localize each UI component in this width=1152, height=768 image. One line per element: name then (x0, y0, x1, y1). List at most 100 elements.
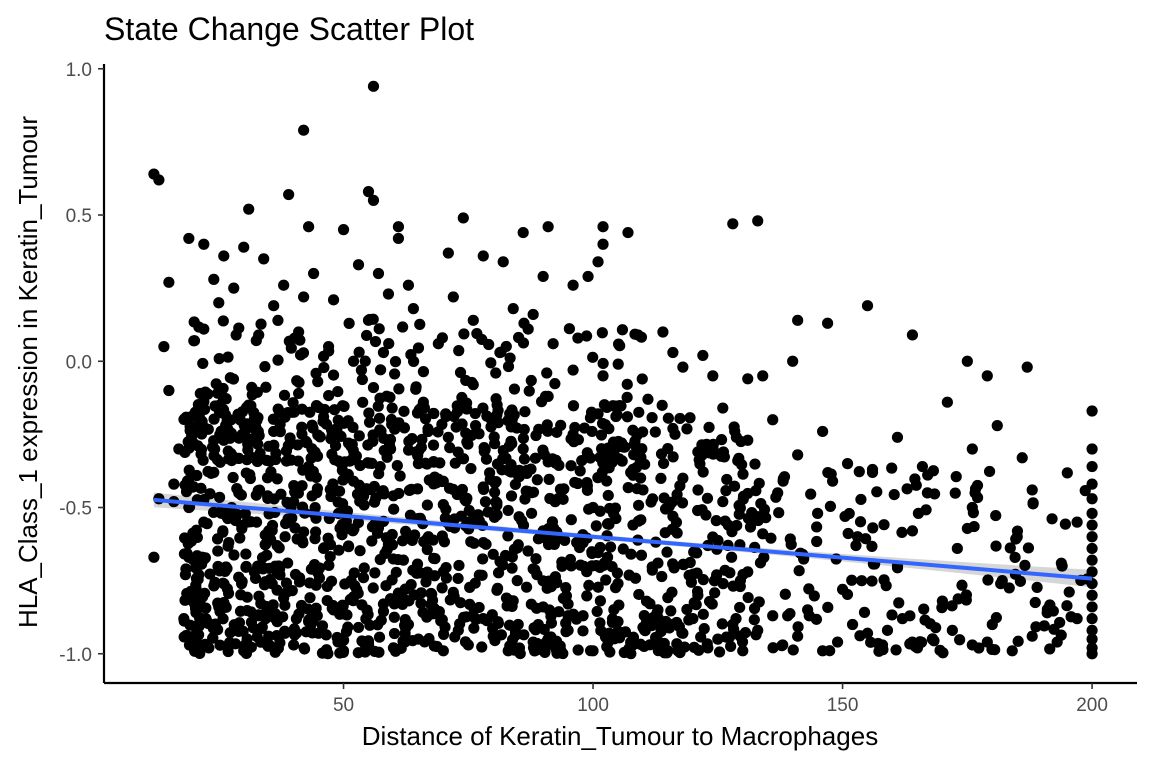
data-point (1046, 513, 1058, 525)
data-point (353, 430, 365, 442)
data-point (541, 367, 553, 379)
data-point (311, 610, 323, 622)
data-point (517, 443, 529, 455)
data-point (1016, 452, 1028, 464)
data-point (251, 455, 263, 468)
data-point (543, 473, 555, 485)
y-axis-ticks: -1.0 -0.5 0.0 0.5 1.0 (59, 60, 104, 666)
data-point (246, 381, 258, 394)
data-point (311, 450, 324, 462)
data-point (388, 627, 401, 640)
data-point (672, 645, 684, 657)
data-point (597, 238, 609, 250)
data-point (241, 454, 253, 466)
data-point (737, 468, 749, 480)
data-point (983, 465, 996, 478)
data-point (298, 124, 310, 136)
data-point (259, 361, 271, 373)
data-point (846, 574, 858, 586)
data-point (221, 415, 233, 427)
data-point (272, 354, 284, 366)
data-point (261, 472, 274, 484)
data-point (292, 487, 304, 499)
data-point (230, 329, 242, 341)
data-point (407, 635, 419, 647)
data-point (287, 397, 299, 409)
data-point (891, 562, 904, 574)
data-point (327, 369, 340, 381)
data-point (697, 466, 709, 478)
data-point (1003, 582, 1015, 594)
data-point (520, 485, 532, 497)
data-point (1065, 611, 1077, 623)
data-point (241, 633, 253, 645)
data-point (742, 373, 754, 385)
data-point (602, 636, 614, 648)
data-point (357, 572, 370, 584)
data-point (610, 410, 622, 423)
data-point (240, 548, 252, 560)
data-point (707, 370, 719, 382)
data-point (956, 579, 968, 591)
data-point (271, 539, 283, 552)
data-point (388, 611, 400, 623)
data-point (212, 624, 224, 636)
data-point (853, 466, 865, 478)
data-point (598, 399, 611, 411)
data-point (408, 355, 420, 368)
data-point (744, 521, 757, 533)
data-point (497, 256, 509, 268)
data-point (881, 624, 894, 636)
data-point (539, 637, 552, 649)
data-point (671, 527, 683, 539)
data-point (594, 541, 606, 554)
data-point (389, 645, 402, 657)
data-point (697, 608, 709, 620)
data-point (321, 594, 333, 607)
data-point (1029, 596, 1041, 609)
data-point (805, 488, 817, 500)
data-point (288, 623, 300, 635)
data-point (415, 597, 427, 609)
data-point (181, 587, 193, 600)
data-point (669, 428, 681, 440)
data-point (368, 496, 381, 508)
data-point (1086, 633, 1098, 645)
data-point (355, 364, 368, 376)
data-point (545, 581, 557, 593)
data-point (822, 601, 834, 613)
data-point (710, 515, 722, 527)
data-point (213, 353, 225, 365)
data-point (715, 434, 728, 446)
data-point (245, 606, 257, 618)
data-point (367, 80, 380, 92)
data-point (537, 270, 549, 283)
data-point (674, 480, 686, 492)
data-point (518, 423, 530, 436)
data-point (213, 404, 225, 416)
data-point (737, 490, 750, 502)
data-point (668, 562, 680, 574)
data-point (296, 403, 308, 415)
data-point (677, 361, 689, 373)
data-point (453, 345, 465, 357)
data-point (197, 591, 209, 603)
data-point (629, 328, 641, 340)
data-point (436, 475, 448, 488)
data-point (217, 315, 229, 327)
data-point (222, 540, 234, 552)
data-point (197, 357, 209, 370)
data-point (241, 516, 253, 528)
data-point (692, 504, 704, 517)
data-point (382, 288, 395, 300)
data-point (594, 617, 606, 629)
data-point (967, 507, 979, 519)
data-point (646, 412, 658, 424)
data-point (621, 411, 634, 423)
data-point (367, 381, 380, 394)
data-point (260, 381, 272, 393)
data-point (854, 516, 867, 528)
x-tick-label: 150 (827, 695, 859, 716)
data-point (742, 591, 754, 604)
data-point (318, 542, 330, 554)
